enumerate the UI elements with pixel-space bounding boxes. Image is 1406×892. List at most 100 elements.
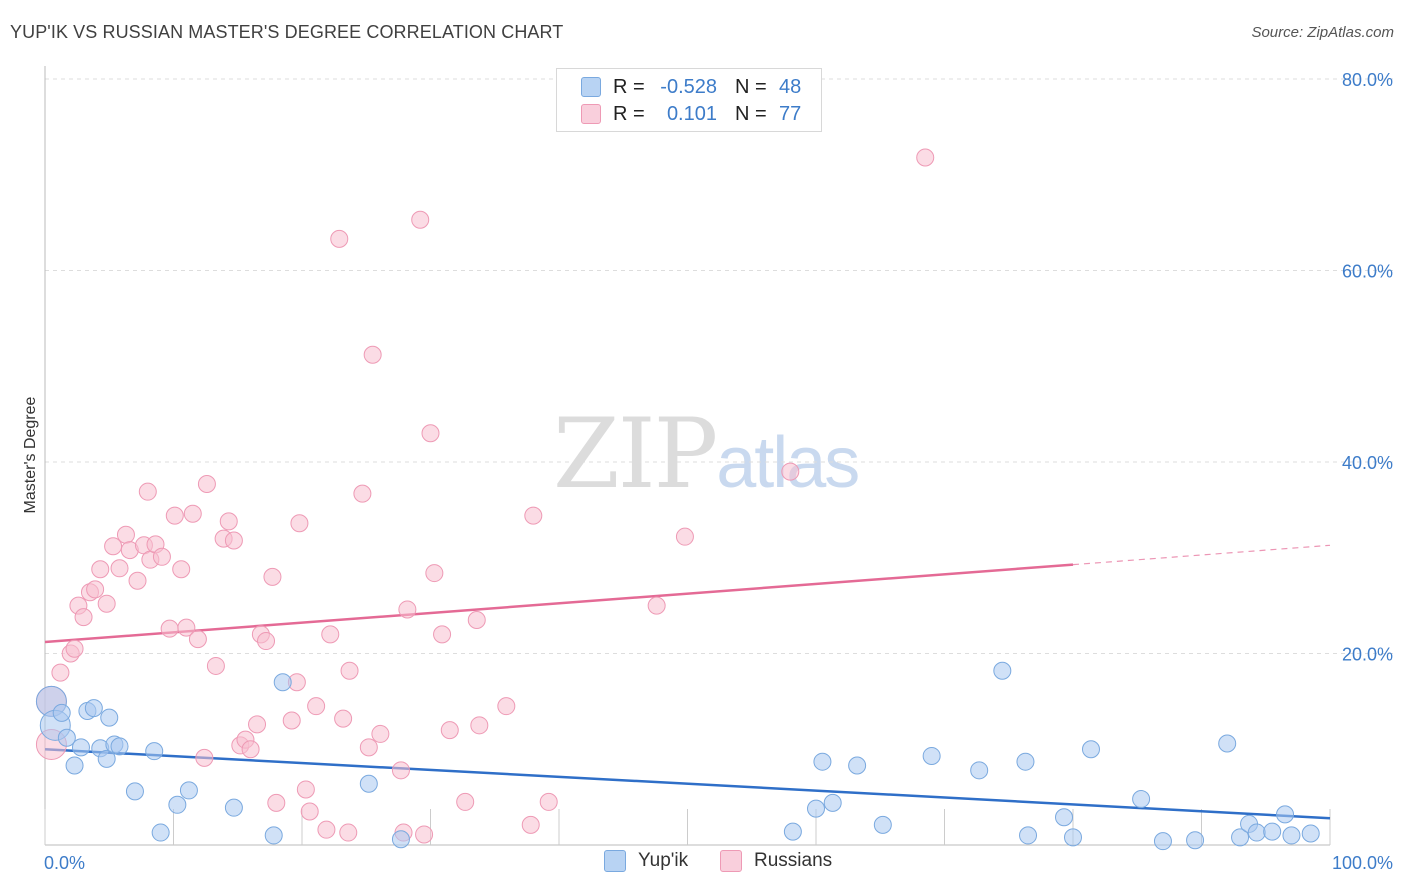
legend-label-yupik: Yup'ik: [638, 850, 689, 871]
russian-point: [110, 559, 129, 578]
russians-swatch: [720, 850, 742, 872]
yupik-point: [125, 782, 144, 801]
yupik-point: [1064, 828, 1082, 847]
legend-r-value: -0.528: [660, 75, 717, 98]
russian-point: [353, 484, 372, 503]
yupik-point: [110, 737, 129, 756]
yupik-point: [1276, 805, 1295, 824]
yupik-point: [993, 661, 1012, 680]
yupik-point: [71, 738, 90, 757]
russian-point: [433, 625, 452, 644]
watermark-zip: ZIP: [553, 398, 718, 510]
russian-point: [160, 619, 179, 638]
russian-point: [165, 506, 184, 525]
yupik-point: [1019, 826, 1038, 845]
yupik-point: [970, 761, 989, 780]
legend-n-label: N =: [735, 75, 767, 98]
legend-r-value: 0.101: [666, 102, 717, 125]
russian-point: [300, 802, 319, 821]
yupik-point: [224, 798, 243, 817]
russian-point: [183, 504, 202, 523]
russian-point: [152, 547, 171, 566]
russians-swatch: [581, 104, 601, 124]
yupik-point: [273, 673, 292, 692]
yupik-point: [1186, 831, 1205, 850]
yupik-point: [813, 752, 832, 771]
yupik-swatch: [581, 77, 601, 97]
russian-point: [675, 527, 694, 546]
grid-lines: [45, 78, 1395, 654]
russian-point: [456, 792, 475, 811]
legend-row-russians: R = 0.101 N = 77: [581, 101, 801, 127]
russian-point: [497, 697, 516, 716]
russian-point: [307, 697, 326, 716]
yupik-point: [1016, 752, 1035, 771]
yupik-point: [1132, 790, 1151, 809]
russian-point: [391, 761, 410, 780]
y-tick-label: 80.0%: [1342, 70, 1393, 90]
russian-point: [330, 229, 349, 248]
axes: [44, 66, 1331, 846]
legend-item-russians[interactable]: Russians: [720, 850, 832, 872]
series-legend: Yup'ik Russians: [0, 850, 1406, 878]
russian-point: [263, 567, 282, 586]
russian-point: [138, 482, 157, 501]
watermark: ZIPatlas: [553, 398, 860, 510]
russian-point: [467, 610, 486, 629]
russian-point: [104, 537, 123, 556]
yupik-point: [97, 749, 116, 768]
yupik-point: [873, 815, 892, 834]
yupik-point: [145, 742, 164, 761]
russian-point: [290, 514, 309, 533]
russian-point: [128, 571, 147, 590]
russian-point: [248, 715, 267, 734]
legend-n-value: 48: [779, 75, 802, 98]
russian-point: [371, 724, 390, 743]
russian-point: [224, 531, 243, 550]
russian-point: [91, 560, 110, 579]
russian-point: [421, 424, 440, 443]
russian-point: [241, 740, 260, 759]
russian-point: [86, 580, 105, 599]
russian-point: [195, 748, 214, 767]
yupik-point: [100, 708, 119, 727]
russian-point: [334, 709, 353, 728]
y-tick-label: 60.0%: [1342, 262, 1393, 282]
legend-n-value: 77: [779, 102, 802, 125]
russian-point: [172, 560, 191, 579]
legend-r-label: R =: [613, 75, 645, 98]
russian-point: [339, 823, 358, 842]
yupik-point: [1153, 832, 1172, 851]
yupik-point: [1282, 826, 1301, 845]
trend-lines: [44, 544, 1331, 820]
yupik-point: [65, 756, 84, 775]
russian-point: [219, 512, 238, 531]
russian-point: [425, 564, 444, 583]
russian-point: [116, 525, 135, 544]
yupik-point: [1247, 823, 1266, 842]
yupik-point: [848, 756, 867, 775]
russian-point: [296, 780, 315, 799]
russian-point: [539, 792, 558, 811]
legend-r-label: R =: [613, 102, 645, 125]
russian-point: [206, 656, 225, 675]
yupik-point: [1231, 828, 1250, 847]
yupik-point: [823, 793, 842, 812]
yupik-point: [168, 795, 187, 814]
y-tick-label: 40.0%: [1342, 453, 1393, 473]
tick-labels: 20.0% 40.0% 60.0% 80.0% 0.0% 100.0%: [44, 70, 1393, 873]
russian-point: [398, 600, 417, 619]
yupik-point: [807, 799, 825, 818]
russian-point: [51, 663, 70, 682]
data-points: [35, 148, 1320, 851]
russian-trend-line: [44, 563, 1074, 644]
yupik-point: [84, 699, 103, 718]
russian-point: [267, 793, 286, 812]
x-tick-label: 0.0%: [44, 853, 85, 873]
legend-item-yupik[interactable]: Yup'ik: [604, 850, 688, 872]
yupik-point: [1263, 822, 1282, 841]
x-tick-label: 100.0%: [1332, 853, 1393, 873]
y-tick-label: 20.0%: [1342, 645, 1393, 665]
russian-trend-extension: [1072, 544, 1331, 566]
